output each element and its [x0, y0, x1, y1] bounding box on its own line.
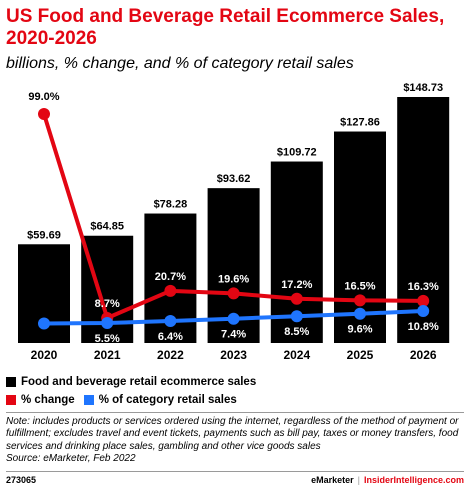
point-pct-category-2023 [227, 312, 240, 325]
point-pct-change-2022 [164, 284, 177, 297]
point-pct-category-2022 [164, 315, 177, 327]
footnote: Note: includes products or services orde… [6, 416, 468, 465]
bars-layer [18, 97, 450, 343]
bar-label-2022: $78.28 [154, 199, 188, 211]
x-tick-2025: 2025 [347, 348, 374, 362]
x-tick-2022: 2022 [157, 348, 184, 362]
pct-category-label-2026: 10.8% [408, 321, 439, 333]
chart-title: US Food and Beverage Retail Ecommerce Sa… [6, 6, 445, 49]
chart-subtitle: billions, % change, and % of category re… [6, 55, 354, 72]
x-tick-2020: 2020 [31, 348, 58, 362]
point-pct-category-2024 [290, 310, 303, 323]
bar-label-2020: $59.69 [27, 229, 61, 241]
point-pct-change-2026 [417, 294, 430, 307]
point-pct-category-2025 [354, 307, 366, 320]
brand-separator: | [357, 475, 360, 485]
legend-swatch-bars [6, 377, 16, 387]
note-text: Note: includes products or services orde… [6, 416, 459, 452]
legend-label-share: % of category retail sales [98, 394, 237, 406]
pct-category-label-2021: 5.5% [95, 333, 120, 345]
source-text: Source: eMarketer, Feb 2022 [6, 452, 136, 464]
x-tick-2024: 2024 [283, 348, 310, 362]
point-pct-change-2023 [227, 287, 240, 300]
point-pct-category-2026 [417, 305, 430, 317]
legend-row-lines: % change % of category retail sales [6, 391, 256, 409]
legend-label-change: % change [21, 394, 75, 406]
pct-change-label-2021: 8.7% [95, 298, 120, 310]
bar-label-2026: $148.73 [403, 82, 443, 94]
pct-category-label-2020: 5.3% [31, 334, 56, 346]
legend-row-bars: Food and beverage retail ecommerce sales [6, 373, 256, 391]
pct-change-label-2020: 99.0% [28, 91, 59, 103]
brand: eMarketer | InsiderIntelligence.com [311, 475, 464, 485]
lines-layer [38, 108, 430, 330]
pct-category-label-2025: 9.6% [347, 324, 372, 336]
pct-category-label-2022: 6.4% [158, 331, 183, 343]
pct-category-label-2024: 8.5% [284, 326, 309, 338]
footer: 273065 eMarketer | InsiderIntelligence.com [6, 475, 464, 487]
legend-swatch-change [6, 395, 16, 405]
bar-label-2025: $127.86 [340, 117, 380, 129]
chart-id: 273065 [6, 475, 37, 485]
legend: Food and beverage retail ecommerce sales… [6, 373, 256, 409]
bar-label-2021: $64.85 [90, 221, 124, 233]
point-pct-change-2020 [38, 108, 50, 120]
point-pct-category-2020 [38, 317, 50, 330]
brand-insider-intelligence: InsiderIntelligence.com [363, 475, 464, 485]
pct-change-label-2023: 19.6% [218, 273, 249, 285]
divider-bottom [6, 471, 464, 472]
point-pct-category-2021 [101, 317, 114, 330]
pct-change-label-2024: 17.2% [281, 279, 312, 291]
divider-top [6, 412, 464, 413]
bar-label-2023: $93.62 [217, 173, 251, 185]
brand-emarketer: eMarketer [311, 475, 354, 485]
x-tick-2021: 2021 [94, 348, 121, 362]
x-tick-2026: 2026 [410, 348, 437, 362]
pct-change-label-2022: 20.7% [155, 271, 186, 283]
legend-label-bars: Food and beverage retail ecommerce sales [21, 376, 257, 388]
point-pct-change-2025 [354, 294, 366, 307]
bar-label-2024: $109.72 [277, 147, 317, 159]
labels-layer: $59.69 $64.85 $78.28 $93.62 $109.72 $127.86 $1… [27, 82, 443, 362]
chart-plot: $59.69 $64.85 $78.28 $93.62 $109.72 $127.86 $1… [18, 82, 450, 362]
pct-change-label-2026: 16.3% [408, 281, 439, 293]
x-tick-2023: 2023 [220, 348, 247, 362]
legend-swatch-share [83, 395, 94, 405]
point-pct-change-2024 [290, 292, 303, 305]
pct-change-label-2025: 16.5% [344, 280, 375, 292]
pct-category-label-2023: 7.4% [221, 329, 246, 341]
